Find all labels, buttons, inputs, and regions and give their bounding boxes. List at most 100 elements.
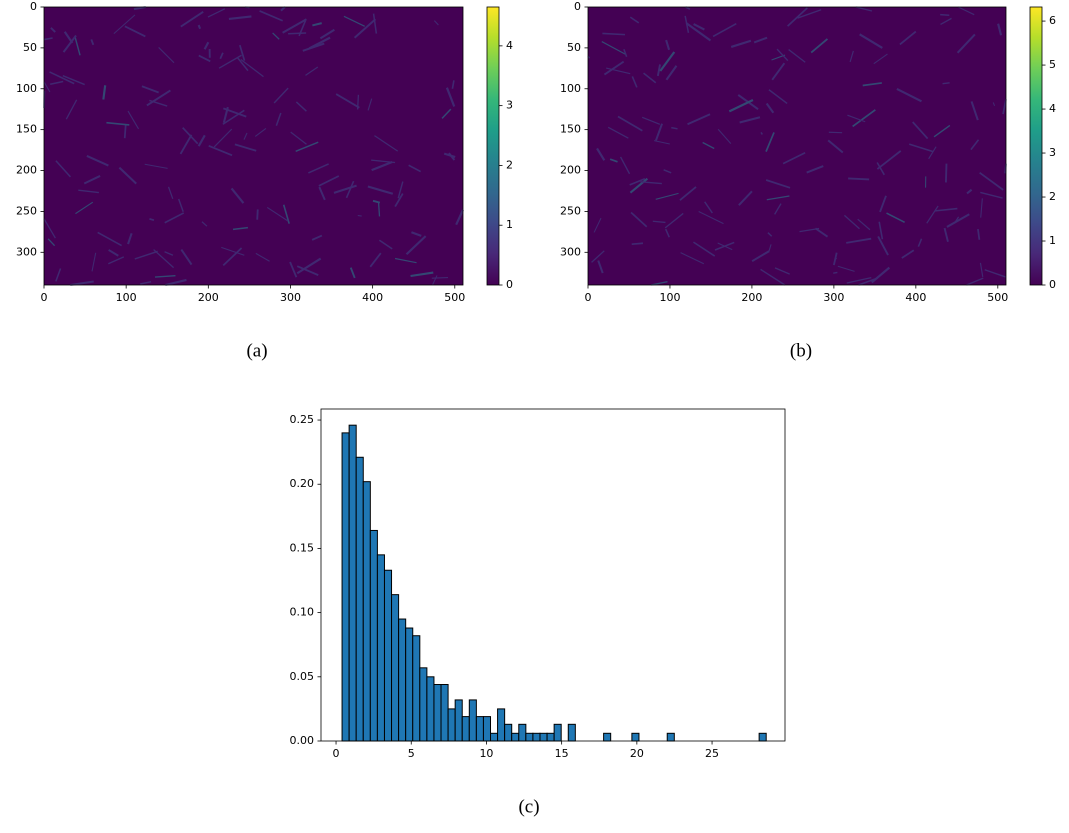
colorbar-tick-label: 3 <box>1049 146 1056 159</box>
y-tick-label: 0.00 <box>290 734 315 747</box>
bar <box>455 700 462 741</box>
x-tick-label: 200 <box>198 291 219 304</box>
colorbar-tick-label: 0 <box>1049 278 1056 291</box>
bar <box>519 724 526 741</box>
bar <box>384 570 391 741</box>
bar <box>363 482 370 741</box>
bar <box>604 733 611 741</box>
colorbar <box>487 7 499 285</box>
y-tick-label: 0 <box>30 0 37 13</box>
bar <box>406 628 413 741</box>
bar <box>413 636 420 741</box>
bar <box>399 619 406 741</box>
x-tick-label: 100 <box>659 291 680 304</box>
y-tick-label: 0.25 <box>290 413 315 426</box>
texture-line <box>946 164 947 183</box>
colorbar-tick-label: 0 <box>506 278 513 291</box>
colorbar-tick-label: 6 <box>1049 14 1056 27</box>
x-tick-label: 0 <box>41 291 48 304</box>
x-tick-label: 15 <box>555 747 569 760</box>
x-tick-label: 500 <box>444 291 465 304</box>
bar <box>483 717 490 741</box>
bar <box>342 433 349 741</box>
x-tick-label: 25 <box>705 747 719 760</box>
y-tick-label: 150 <box>560 123 581 136</box>
texture-line <box>257 209 258 219</box>
texture-line <box>199 25 200 29</box>
y-tick-label: 200 <box>560 164 581 177</box>
bar <box>469 700 476 741</box>
y-tick-label: 100 <box>16 82 37 95</box>
caption: (b) <box>790 340 812 361</box>
bar <box>667 733 674 741</box>
y-tick-label: 100 <box>560 82 581 95</box>
x-tick-label: 0 <box>585 291 592 304</box>
bar <box>476 717 483 741</box>
bar <box>448 709 455 741</box>
x-tick-label: 300 <box>280 291 301 304</box>
colorbar-tick-label: 2 <box>1049 190 1056 203</box>
colorbar-tick-label: 2 <box>506 158 513 171</box>
bar <box>377 555 384 741</box>
colorbar-tick-label: 1 <box>506 218 513 231</box>
bar <box>420 668 427 741</box>
y-tick-label: 150 <box>16 123 37 136</box>
bar <box>427 677 434 741</box>
caption: (a) <box>246 340 267 361</box>
colorbar-tick-label: 3 <box>506 99 513 112</box>
bar <box>441 685 448 741</box>
x-tick-label: 20 <box>630 747 644 760</box>
bar <box>370 530 377 741</box>
y-tick-label: 300 <box>16 245 37 258</box>
texture-line <box>125 125 126 138</box>
y-tick-label: 250 <box>560 204 581 217</box>
y-tick-label: 300 <box>560 245 581 258</box>
bar <box>498 709 505 741</box>
texture-line <box>943 83 950 84</box>
texture-line <box>288 33 306 34</box>
y-tick-label: 200 <box>16 164 37 177</box>
x-tick-label: 5 <box>408 747 415 760</box>
bar <box>434 685 441 741</box>
colorbar-tick-label: 5 <box>1049 58 1056 71</box>
y-tick-label: 0.05 <box>290 670 315 683</box>
bar <box>356 457 363 741</box>
x-tick-label: 500 <box>987 291 1008 304</box>
colorbar-tick-label: 4 <box>1049 102 1056 115</box>
bar <box>349 425 356 741</box>
y-tick-label: 0.15 <box>290 541 315 554</box>
texture-line <box>358 215 362 216</box>
bar <box>462 717 469 741</box>
colorbar <box>1030 7 1042 285</box>
y-tick-label: 0.10 <box>290 606 315 619</box>
x-tick-label: 200 <box>741 291 762 304</box>
bar <box>554 724 561 741</box>
bar <box>512 733 519 741</box>
bar <box>540 733 547 741</box>
x-tick-label: 10 <box>479 747 493 760</box>
heatmap-image <box>44 7 463 285</box>
texture-line <box>848 178 869 179</box>
bar <box>547 733 554 741</box>
y-tick-label: 0.20 <box>290 477 315 490</box>
bar <box>392 595 399 741</box>
bar <box>759 733 766 741</box>
y-tick-label: 250 <box>16 204 37 217</box>
texture-line <box>940 15 949 16</box>
heatmap-image <box>588 7 1006 285</box>
x-tick-label: 400 <box>905 291 926 304</box>
bar <box>491 733 498 741</box>
y-tick-label: 0 <box>574 0 581 13</box>
x-tick-label: 100 <box>116 291 137 304</box>
y-tick-label: 50 <box>23 41 37 54</box>
caption: (c) <box>518 796 539 817</box>
texture-line <box>833 272 837 273</box>
x-tick-label: 400 <box>362 291 383 304</box>
x-tick-label: 300 <box>823 291 844 304</box>
colorbar-tick-label: 1 <box>1049 234 1056 247</box>
texture-line <box>761 132 762 134</box>
texture-line <box>432 278 448 279</box>
x-tick-label: 0 <box>333 747 340 760</box>
